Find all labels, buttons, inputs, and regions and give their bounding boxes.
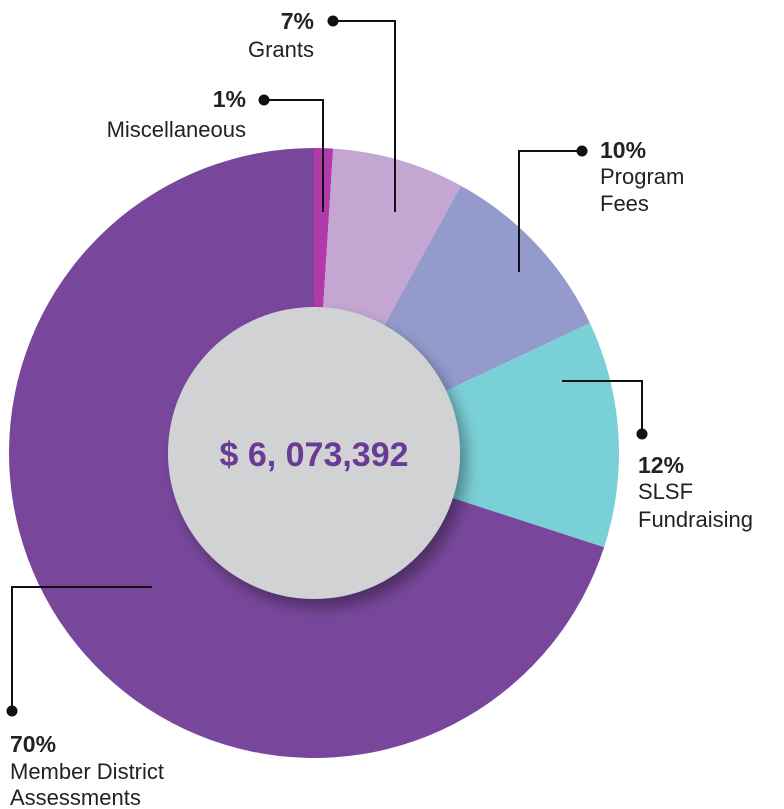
category-label-program-fees-line-2: Fees: [600, 191, 649, 216]
pct-label-miscellaneous: 1%: [213, 86, 246, 112]
category-label-miscellaneous-line-1: Miscellaneous: [107, 117, 246, 142]
leader-line-member-district-assessments: [11, 586, 152, 711]
category-label-member-district-assessments-line-2: Assessments: [10, 785, 141, 809]
leader-line-grants: [333, 20, 396, 212]
center-total-value: $ 6, 073,392: [219, 436, 408, 474]
slice-slsf-fundraising: [314, 323, 619, 548]
category-label-member-district-assessments-line-1: Member District: [10, 759, 164, 784]
leader-dot-member-district-assessments: [6, 705, 18, 717]
leaders-layer: [6, 15, 648, 717]
category-label-slsf-fundraising-line-2: Fundraising: [638, 507, 753, 532]
pct-label-slsf-fundraising: 12%: [638, 452, 684, 478]
category-label-program-fees-line-1: Program: [600, 164, 684, 189]
pct-label-member-district-assessments: 70%: [10, 731, 56, 757]
leader-dot-program-fees: [576, 145, 588, 157]
leader-line-miscellaneous: [264, 99, 324, 212]
leader-dot-slsf-fundraising: [636, 428, 648, 440]
leader-line-slsf-fundraising: [562, 380, 643, 434]
leader-dot-grants: [327, 15, 339, 27]
center-circle: [168, 307, 460, 599]
category-label-slsf-fundraising-line-1: SLSF: [638, 479, 693, 504]
pct-label-grants: 7%: [281, 8, 314, 34]
leader-dot-miscellaneous: [258, 94, 270, 106]
category-label-grants-line-1: Grants: [248, 37, 314, 62]
leader-line-program-fees: [518, 150, 582, 272]
pct-label-program-fees: 10%: [600, 137, 646, 163]
